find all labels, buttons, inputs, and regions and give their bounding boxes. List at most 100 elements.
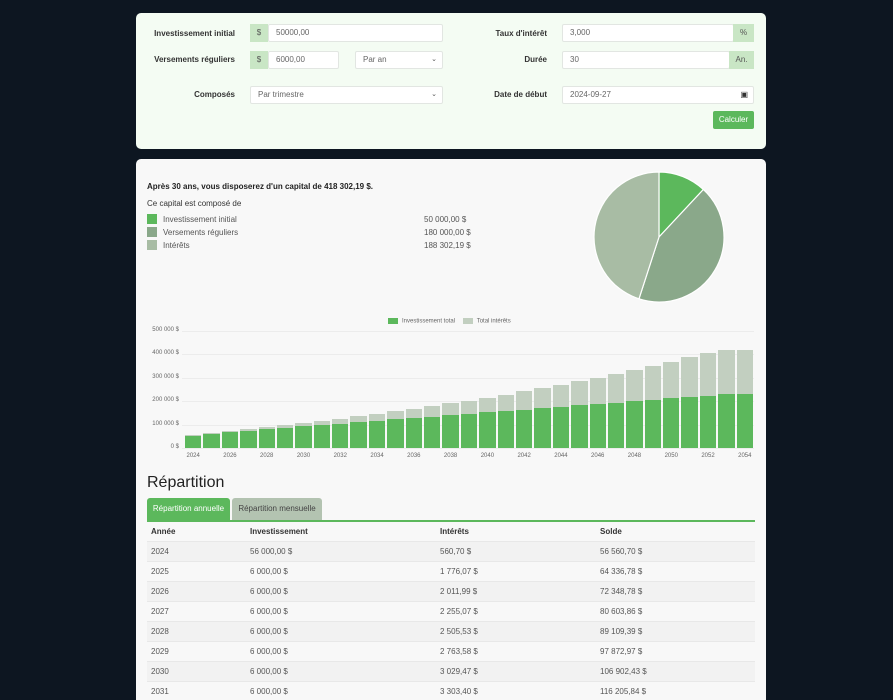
cell-interest: 3 029,47 $ <box>440 667 478 676</box>
bar-interest[interactable] <box>663 361 680 399</box>
bar-investment[interactable] <box>571 405 588 448</box>
bar-investment[interactable] <box>350 422 367 448</box>
bar-interest[interactable] <box>699 352 717 396</box>
bar-investment[interactable] <box>276 427 294 448</box>
frequency-select[interactable]: Par an ⌄ <box>355 51 443 69</box>
bar-interest[interactable] <box>626 369 643 402</box>
bar-investment[interactable] <box>589 404 606 448</box>
cell-year: 2028 <box>151 627 169 636</box>
compound-select[interactable]: Par trimestre ⌄ <box>250 86 443 104</box>
legend-item-interest[interactable]: Total intérêts <box>462 318 511 325</box>
bar-interest[interactable] <box>295 422 312 427</box>
bar-investment[interactable] <box>626 401 643 448</box>
compound-label: Composés <box>194 90 235 99</box>
summary-subtitle: Ce capital est composé de <box>147 199 242 208</box>
bar-investment[interactable] <box>718 394 735 448</box>
bar-interest[interactable] <box>736 350 753 395</box>
bar-investment[interactable] <box>332 423 349 448</box>
bar-interest[interactable] <box>313 420 331 426</box>
bar-investment[interactable] <box>681 396 698 448</box>
regular-payments-input[interactable]: 6000,00 <box>268 51 339 69</box>
calculate-button[interactable]: Calculer <box>713 111 754 129</box>
pie-slice[interactable] <box>593 171 660 300</box>
bar-interest[interactable] <box>350 416 367 423</box>
bar-interest[interactable] <box>644 365 662 400</box>
bar-interest[interactable] <box>203 432 220 434</box>
bar-interest[interactable] <box>258 427 275 430</box>
table-row: 2028 6 000,00 $ 2 505,53 $ 89 109,39 $ <box>147 622 755 642</box>
bar-interest[interactable] <box>718 350 735 395</box>
bar-interest[interactable] <box>368 413 386 421</box>
bar-interest[interactable] <box>589 377 606 404</box>
table-row: 2030 6 000,00 $ 3 029,47 $ 106 902,43 $ <box>147 662 755 682</box>
bar-investment[interactable] <box>736 394 753 448</box>
bar-interest[interactable] <box>460 400 478 414</box>
bar-interest[interactable] <box>405 408 423 419</box>
bar-interest[interactable] <box>479 397 496 413</box>
bar-investment[interactable] <box>497 411 514 448</box>
bar-interest[interactable] <box>332 418 349 424</box>
bar-interest[interactable] <box>681 357 698 397</box>
bar-investment[interactable] <box>368 420 386 448</box>
bar-investment[interactable] <box>258 429 275 448</box>
bar-investment[interactable] <box>203 433 220 448</box>
pie-slice[interactable] <box>638 188 725 303</box>
bar-investment[interactable] <box>295 426 312 448</box>
gridline <box>182 448 754 449</box>
duration-input[interactable]: 30 <box>562 51 730 69</box>
bar-interest[interactable] <box>387 411 404 420</box>
x-tick-label: 2052 <box>701 453 715 459</box>
bar-investment[interactable] <box>552 406 570 448</box>
bar-investment[interactable] <box>479 412 496 448</box>
start-date-input[interactable]: 2024-09-27 ▣ <box>562 86 754 104</box>
breakdown-title: Répartition <box>147 474 225 491</box>
interest-rate-label: Taux d'intérêt <box>495 29 547 38</box>
bar-investment[interactable] <box>221 432 239 448</box>
y-tick-label: 100 000 $ <box>152 420 179 427</box>
cell-investment: 6 000,00 $ <box>250 587 288 596</box>
bar-interest[interactable] <box>240 429 257 431</box>
bar-investment[interactable] <box>699 395 717 448</box>
table-header: Année Investissement Intérêts Solde <box>147 522 755 542</box>
calendar-icon[interactable]: ▣ <box>740 90 748 99</box>
bar-investment[interactable] <box>644 399 662 448</box>
initial-investment-input[interactable]: 50000,00 <box>268 24 443 42</box>
bar-investment[interactable] <box>240 430 257 448</box>
bar-interest[interactable] <box>276 425 294 428</box>
bar-interest[interactable] <box>571 381 588 406</box>
bar-investment[interactable] <box>515 409 533 448</box>
tab-monthly[interactable]: Répartition mensuelle <box>232 498 322 520</box>
table-row: 2025 6 000,00 $ 1 776,07 $ 64 336,78 $ <box>147 562 755 582</box>
bar-investment[interactable] <box>534 408 551 448</box>
composition-pie-chart <box>593 171 725 303</box>
bar-interest[interactable] <box>497 394 514 412</box>
legend-item-investment[interactable]: Investissement total <box>388 318 455 325</box>
percent-addon: % <box>733 24 754 42</box>
composition-value: 50 000,00 $ <box>424 215 467 224</box>
bar-investment[interactable] <box>405 418 423 448</box>
bar-investment[interactable] <box>185 434 202 448</box>
bar-investment[interactable] <box>424 416 441 448</box>
bar-interest[interactable] <box>424 406 441 417</box>
initial-investment-label: Investissement initial <box>154 29 235 38</box>
x-tick-label: 2028 <box>260 453 274 459</box>
cell-year: 2031 <box>151 687 169 696</box>
cell-year: 2029 <box>151 647 169 656</box>
bar-investment[interactable] <box>663 398 680 448</box>
bar-investment[interactable] <box>387 419 404 448</box>
composition-value: 180 000,00 $ <box>424 228 471 237</box>
bar-interest[interactable] <box>442 403 459 416</box>
tab-annual[interactable]: Répartition annuelle <box>147 498 230 520</box>
bar-investment[interactable] <box>607 402 625 448</box>
bar-interest[interactable] <box>534 388 551 409</box>
bar-interest[interactable] <box>515 391 533 410</box>
bar-investment[interactable] <box>460 413 478 448</box>
bar-chart-legend: Investissement total Total intérêts <box>388 318 517 325</box>
bar-interest[interactable] <box>607 373 625 403</box>
interest-rate-input[interactable]: 3,000 <box>562 24 734 42</box>
x-tick-label: 2032 <box>333 453 347 459</box>
bar-investment[interactable] <box>313 425 331 448</box>
bar-interest[interactable] <box>221 431 239 433</box>
bar-interest[interactable] <box>552 384 570 407</box>
bar-investment[interactable] <box>442 415 459 448</box>
